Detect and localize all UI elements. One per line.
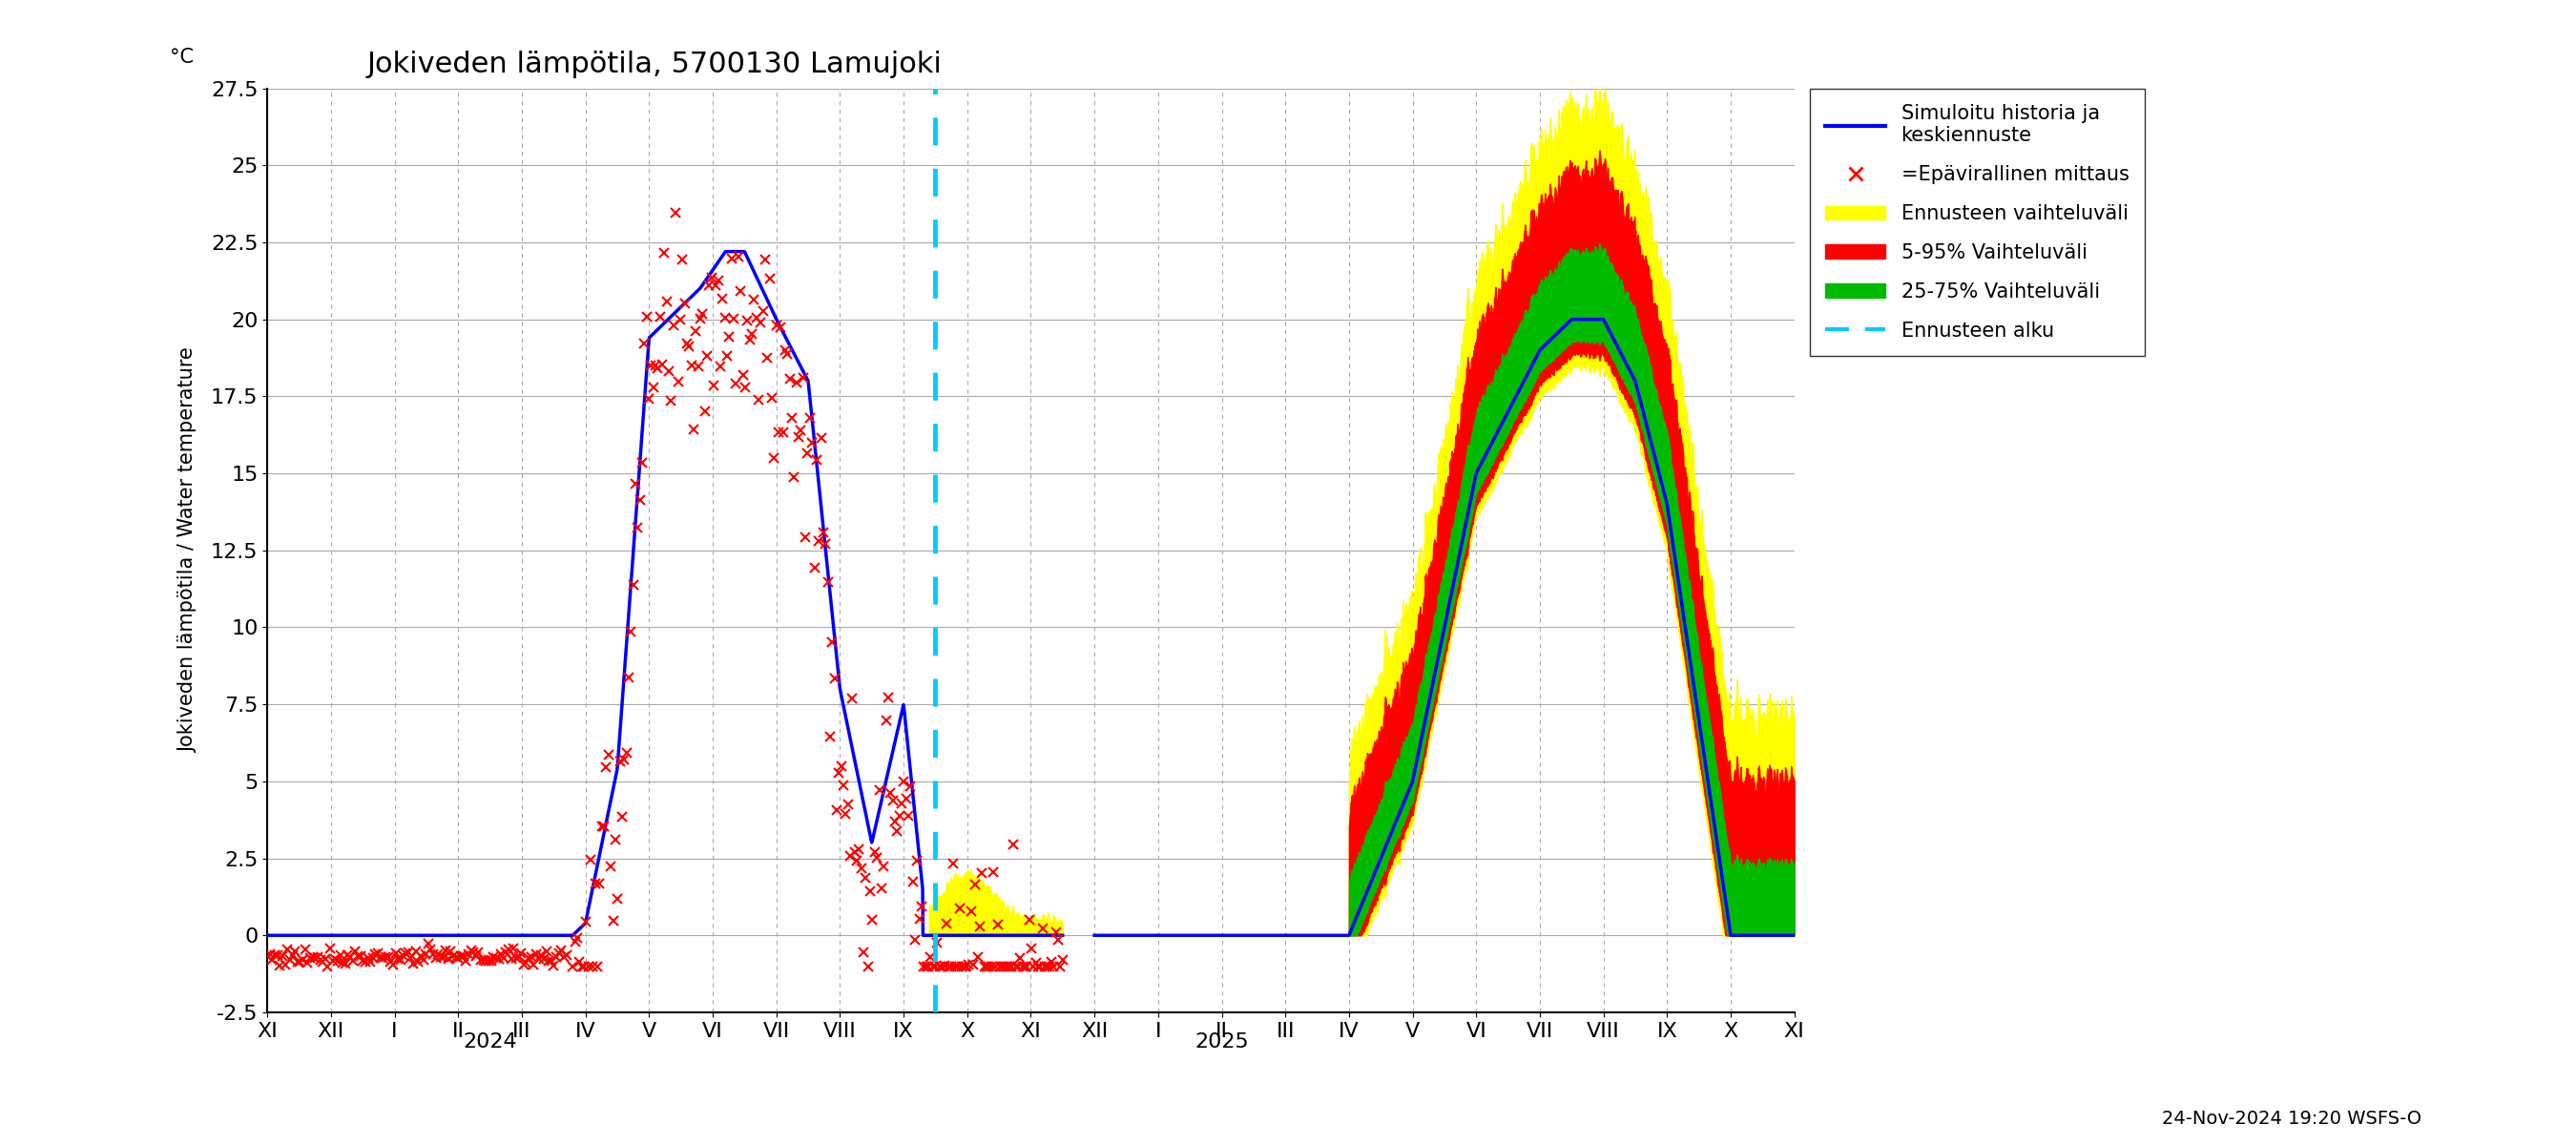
Legend: Simuloitu historia ja
keskiennuste, =Epävirallinen mittaus, Ennusteen vaihteluvä: Simuloitu historia ja keskiennuste, =Epä… bbox=[1808, 88, 2146, 356]
Text: Jokiveden lämpötila, 5700130 Lamujoki: Jokiveden lämpötila, 5700130 Lamujoki bbox=[366, 50, 943, 78]
Y-axis label: Jokiveden lämpötila / Water temperature: Jokiveden lämpötila / Water temperature bbox=[178, 348, 198, 753]
Text: 24-Nov-2024 19:20 WSFS-O: 24-Nov-2024 19:20 WSFS-O bbox=[2161, 1110, 2421, 1128]
Text: °C: °C bbox=[170, 48, 193, 66]
Text: 2024: 2024 bbox=[464, 1033, 518, 1051]
Text: 2025: 2025 bbox=[1195, 1033, 1249, 1051]
